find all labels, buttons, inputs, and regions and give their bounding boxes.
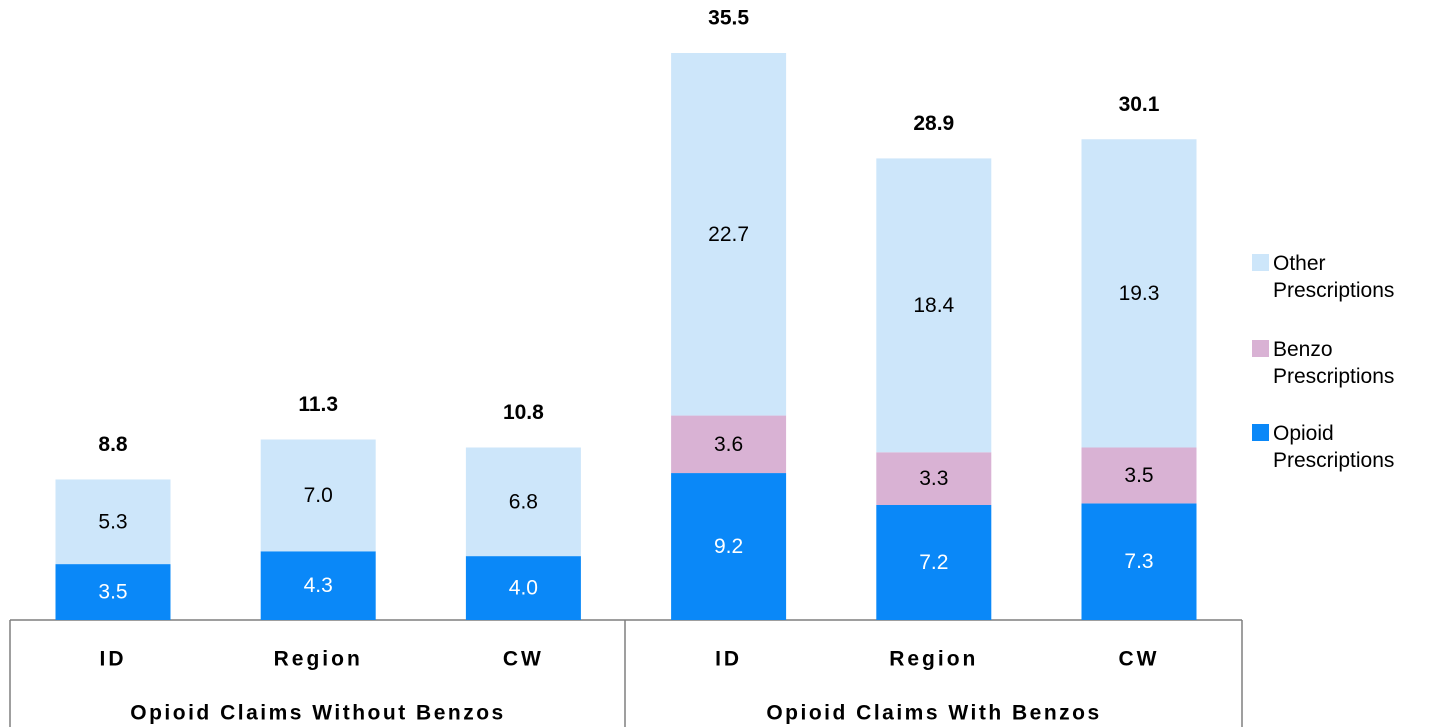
- group-label: Opioid Claims Without Benzos: [130, 702, 505, 725]
- segment-label: 3.6: [714, 433, 743, 456]
- segment-label: 7.3: [1124, 550, 1153, 573]
- x-tick-label: Region: [889, 648, 978, 671]
- total-label: 30.1: [1119, 93, 1160, 116]
- legend-item: Other Prescriptions: [1252, 250, 1442, 304]
- segment-label: 6.8: [509, 490, 538, 513]
- segment-label: 4.3: [304, 574, 333, 597]
- bar-segment: [260, 439, 376, 552]
- segment-label: 3.5: [98, 581, 127, 604]
- total-label: 10.8: [503, 401, 544, 424]
- bar-segment: [1081, 139, 1197, 448]
- legend-label: Opioid Prescriptions: [1273, 422, 1395, 472]
- x-tick-label: CW: [1119, 648, 1160, 671]
- segment-label: 18.4: [913, 294, 954, 317]
- bar-segment: [55, 479, 171, 565]
- bar-segment: [55, 564, 171, 620]
- bar-segment: [876, 505, 992, 620]
- bar-segment: [1081, 447, 1197, 504]
- total-label: 8.8: [98, 433, 128, 456]
- segment-label: 3.3: [919, 467, 948, 490]
- x-tick-label: Region: [274, 648, 363, 671]
- x-tick-label: CW: [503, 648, 544, 671]
- bar-segment: [671, 473, 787, 620]
- legend-swatch: [1252, 424, 1269, 441]
- x-tick-label: ID: [715, 648, 742, 671]
- legend-item: Benzo Prescriptions: [1252, 336, 1442, 390]
- legend-swatch: [1252, 254, 1269, 271]
- bar-segment: [876, 158, 992, 453]
- segment-label: 7.0: [304, 484, 333, 507]
- x-tick-label: ID: [100, 648, 127, 671]
- segment-label: 4.0: [509, 577, 538, 600]
- segment-label: 19.3: [1119, 282, 1160, 305]
- legend-swatch: [1252, 340, 1269, 357]
- legend-item: Opioid Prescriptions: [1252, 420, 1442, 474]
- segment-label: 9.2: [714, 535, 743, 558]
- total-label: 11.3: [298, 393, 338, 416]
- group-label: Opioid Claims With Benzos: [766, 702, 1101, 725]
- segment-label: 7.2: [919, 551, 948, 574]
- total-label: 28.9: [913, 112, 954, 135]
- legend-label: Other Prescriptions: [1273, 252, 1395, 302]
- segment-label: 3.5: [1124, 464, 1153, 487]
- bar-segment: [465, 447, 581, 557]
- legend-label: Benzo Prescriptions: [1273, 338, 1395, 388]
- segment-label: 5.3: [98, 510, 127, 533]
- segment-label: 22.7: [708, 223, 749, 246]
- bar-segment: [671, 415, 787, 474]
- bar-segment: [671, 53, 787, 416]
- bar-segment: [260, 551, 376, 620]
- total-label: 35.5: [708, 7, 749, 30]
- bar-segment: [876, 452, 992, 506]
- bar-segment: [465, 556, 581, 620]
- bar-segment: [1081, 503, 1197, 620]
